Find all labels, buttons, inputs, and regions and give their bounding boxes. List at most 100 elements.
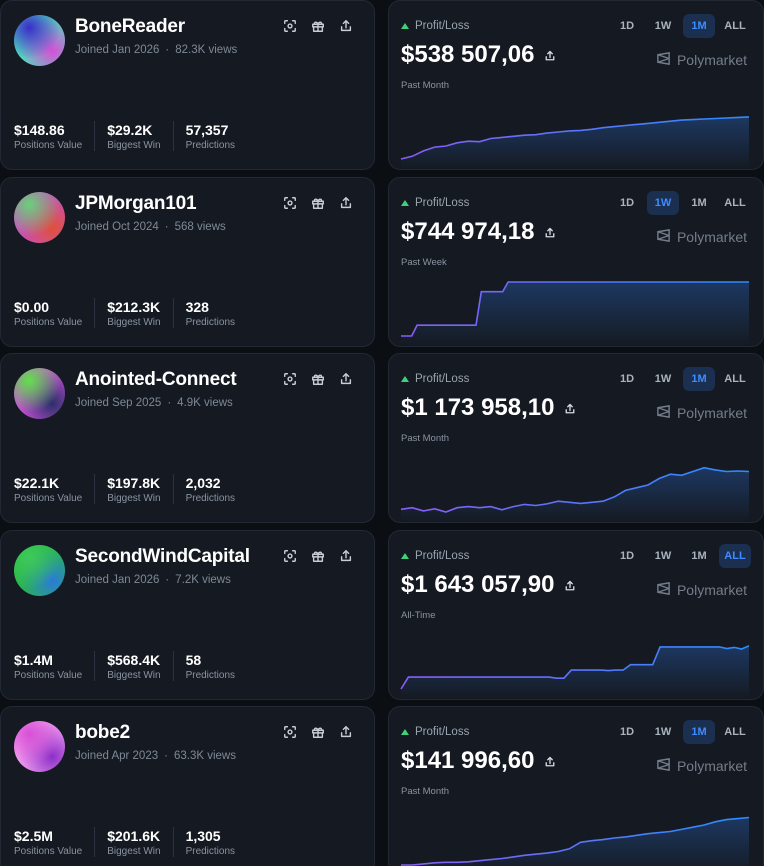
period-button-1d[interactable]: 1D <box>619 197 635 209</box>
gift-icon[interactable] <box>310 195 326 211</box>
share-icon[interactable] <box>338 724 354 740</box>
gift-icon[interactable] <box>310 548 326 564</box>
username[interactable]: bobe2 <box>75 722 130 743</box>
stat-label: Predictions <box>185 493 236 504</box>
period-button-1m[interactable]: 1M <box>683 367 715 391</box>
share-icon[interactable] <box>564 571 576 599</box>
avatar[interactable] <box>14 545 65 596</box>
stat-value: 58 <box>185 652 202 668</box>
period-button-1d[interactable]: 1D <box>619 373 635 385</box>
username[interactable]: SecondWindCapital <box>75 546 250 567</box>
period-button-1w[interactable]: 1W <box>654 726 672 738</box>
pnl-chart <box>400 466 750 522</box>
avatar[interactable] <box>14 721 65 772</box>
profile-meta: Joined Sep 2025 · 4.9K views <box>75 397 233 409</box>
stat-label: Positions Value <box>14 846 83 857</box>
username[interactable]: Anointed-Connect <box>75 369 237 390</box>
scan-icon[interactable] <box>282 548 298 564</box>
period-button-all[interactable]: ALL <box>724 197 746 209</box>
polymarket-brand: Polymarket <box>656 757 747 775</box>
period-button-1w[interactable]: 1W <box>647 191 679 215</box>
up-triangle-icon <box>401 729 409 735</box>
stat-value: 328 <box>185 299 209 315</box>
pnl-chart-line <box>401 281 749 337</box>
profile-meta: Joined Apr 2023 · 63.3K views <box>75 750 236 762</box>
separator-dot: · <box>164 750 168 762</box>
pnl-amount-value: $141 996,60 <box>401 747 535 774</box>
profile-stats: $0.00 Positions Value $212.3K Biggest Win 32… <box>14 298 259 328</box>
brand-name: Polymarket <box>676 405 747 421</box>
period-button-1w[interactable]: 1W <box>654 20 672 32</box>
up-triangle-icon <box>401 376 409 382</box>
avatar[interactable] <box>14 192 65 243</box>
pnl-chart-area <box>401 817 749 866</box>
share-icon[interactable] <box>338 195 354 211</box>
period-selector: 1D 1W 1M ALL <box>611 14 751 38</box>
profile-card[interactable]: JPMorgan101 Joined Oct 2024 · 568 views $0.0… <box>0 177 375 347</box>
period-description: Past Week <box>401 257 447 268</box>
profile-stats: $2.5M Positions Value $201.6K Biggest Win 1,… <box>14 827 259 857</box>
gift-icon[interactable] <box>310 724 326 740</box>
view-count: 63.3K views <box>173 750 236 762</box>
pnl-chart-line <box>401 816 750 866</box>
stat-item: $29.2K Biggest Win <box>107 121 174 151</box>
stat-label: Predictions <box>185 846 236 857</box>
period-button-all[interactable]: ALL <box>724 20 746 32</box>
profile-card[interactable]: bobe2 Joined Apr 2023 · 63.3K views $2.5M Pos… <box>0 706 375 866</box>
share-icon[interactable] <box>338 371 354 387</box>
scan-icon[interactable] <box>282 18 298 34</box>
brand-name: Polymarket <box>676 582 747 598</box>
period-button-1m[interactable]: 1M <box>683 14 715 38</box>
stat-value: $197.8K <box>107 475 161 491</box>
profile-card[interactable]: SecondWindCapital Joined Jan 2026 · 7.2K vi… <box>0 530 375 700</box>
avatar[interactable] <box>14 15 65 66</box>
profile-actions <box>282 371 354 387</box>
username[interactable]: JPMorgan101 <box>75 193 197 214</box>
share-icon[interactable] <box>544 218 556 246</box>
period-button-1w[interactable]: 1W <box>654 373 672 385</box>
stat-label: Biggest Win <box>107 317 161 328</box>
pnl-chart <box>401 281 749 346</box>
stat-item: 328 Predictions <box>186 298 247 328</box>
period-button-1d[interactable]: 1D <box>619 550 635 562</box>
pnl-chart <box>401 816 750 866</box>
profile-actions <box>282 548 354 564</box>
stat-item: $197.8K Biggest Win <box>107 474 174 504</box>
stat-label: Positions Value <box>14 493 83 504</box>
stat-label: Positions Value <box>14 670 83 681</box>
share-icon[interactable] <box>544 747 556 775</box>
period-button-all[interactable]: ALL <box>724 373 746 385</box>
profile-stats: $22.1K Positions Value $197.8K Biggest Win 2… <box>14 474 259 504</box>
share-icon[interactable] <box>544 41 556 69</box>
pnl-amount: $1 173 958,10 <box>401 394 576 422</box>
pnl-amount: $538 507,06 <box>401 41 556 69</box>
period-button-1m[interactable]: 1M <box>683 720 715 744</box>
period-button-1d[interactable]: 1D <box>619 20 635 32</box>
gift-icon[interactable] <box>310 18 326 34</box>
scan-icon[interactable] <box>282 371 298 387</box>
share-icon[interactable] <box>338 548 354 564</box>
stat-value: 57,357 <box>185 122 229 138</box>
separator-dot: · <box>165 574 170 586</box>
leaderboard-row: JPMorgan101 Joined Oct 2024 · 568 views $0.0… <box>0 177 764 347</box>
scan-icon[interactable] <box>282 195 298 211</box>
profile-card[interactable]: Anointed-Connect Joined Sep 2025 · 4.9K vie… <box>0 353 375 523</box>
stat-item: $1.4M Positions Value <box>14 651 96 681</box>
scan-icon[interactable] <box>282 724 298 740</box>
stat-label: Predictions <box>185 670 236 681</box>
period-button-all[interactable]: ALL <box>719 544 751 568</box>
period-button-1d[interactable]: 1D <box>619 726 635 738</box>
profile-card[interactable]: BoneReader Joined Jan 2026 · 82.3K views $14… <box>0 0 375 170</box>
avatar[interactable] <box>14 368 65 419</box>
period-button-all[interactable]: ALL <box>724 726 746 738</box>
period-button-1m[interactable]: 1M <box>691 197 707 209</box>
stat-value: $2.5M <box>14 828 53 844</box>
share-icon[interactable] <box>338 18 354 34</box>
period-button-1w[interactable]: 1W <box>654 550 672 562</box>
pnl-amount-value: $744 974,18 <box>401 218 535 245</box>
username[interactable]: BoneReader <box>75 16 185 37</box>
share-icon[interactable] <box>564 394 576 422</box>
gift-icon[interactable] <box>310 371 326 387</box>
view-count: 568 views <box>174 221 226 233</box>
period-button-1m[interactable]: 1M <box>691 550 707 562</box>
